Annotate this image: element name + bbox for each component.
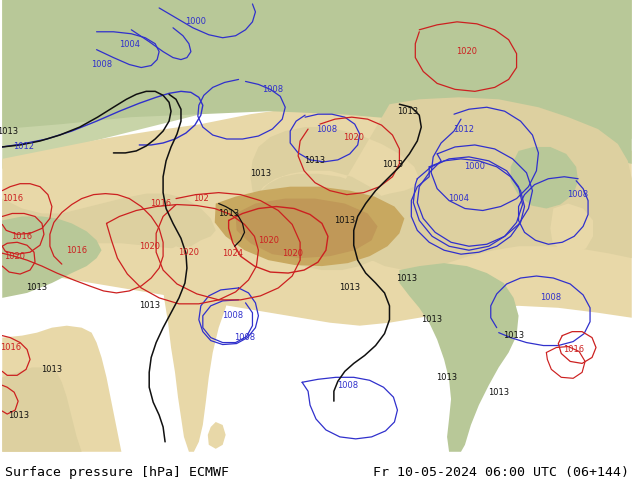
- Text: 1008: 1008: [234, 333, 255, 342]
- Text: 1013: 1013: [334, 216, 356, 225]
- Text: 1008: 1008: [91, 60, 112, 69]
- Text: 1008: 1008: [567, 190, 589, 199]
- Text: 1012: 1012: [453, 124, 474, 134]
- Text: 1013: 1013: [0, 126, 18, 136]
- Text: 1016: 1016: [11, 232, 33, 241]
- Text: 1013: 1013: [41, 365, 63, 374]
- Text: 1000: 1000: [464, 162, 486, 171]
- Text: 1016: 1016: [66, 245, 87, 255]
- Polygon shape: [510, 147, 578, 209]
- Text: 1013: 1013: [27, 283, 48, 293]
- Text: 102: 102: [193, 194, 209, 203]
- Text: 1013: 1013: [420, 315, 442, 324]
- Text: 1016: 1016: [0, 343, 21, 352]
- Text: 1004: 1004: [448, 194, 470, 203]
- Text: 1013: 1013: [503, 331, 524, 340]
- Polygon shape: [399, 263, 519, 452]
- Text: 1008: 1008: [262, 85, 283, 94]
- Polygon shape: [215, 187, 404, 266]
- Polygon shape: [550, 203, 593, 254]
- Polygon shape: [250, 98, 631, 270]
- Text: Surface pressure [hPa] ECMWF: Surface pressure [hPa] ECMWF: [5, 466, 229, 479]
- Polygon shape: [3, 0, 631, 169]
- Text: 1008: 1008: [222, 311, 243, 320]
- Text: 1013: 1013: [437, 373, 458, 382]
- Polygon shape: [236, 198, 378, 258]
- Text: 1013: 1013: [488, 388, 509, 397]
- Text: 1020: 1020: [4, 252, 25, 261]
- Text: 1016: 1016: [2, 194, 23, 203]
- Polygon shape: [3, 368, 82, 452]
- Polygon shape: [3, 104, 631, 326]
- Polygon shape: [3, 129, 216, 258]
- Text: 1013: 1013: [396, 273, 417, 283]
- Text: 1013: 1013: [218, 209, 239, 218]
- Text: 1024: 1024: [222, 249, 243, 258]
- Text: 1013: 1013: [250, 169, 271, 178]
- Text: 1013: 1013: [382, 160, 403, 170]
- Text: 1020: 1020: [258, 236, 279, 245]
- Polygon shape: [3, 326, 121, 452]
- Text: 1004: 1004: [119, 40, 140, 49]
- Text: 1013: 1013: [139, 301, 160, 310]
- Text: 1000: 1000: [185, 17, 206, 26]
- Text: 1012: 1012: [13, 143, 35, 151]
- Text: 1020: 1020: [139, 242, 160, 251]
- Text: 1008: 1008: [540, 294, 561, 302]
- Polygon shape: [3, 124, 101, 298]
- Text: 1008: 1008: [316, 124, 337, 134]
- Text: 1016: 1016: [150, 199, 172, 208]
- Text: 1020: 1020: [178, 248, 200, 257]
- Polygon shape: [3, 0, 631, 164]
- Text: 1020: 1020: [281, 249, 302, 258]
- Text: 1013: 1013: [304, 156, 326, 165]
- Text: 1013: 1013: [397, 107, 418, 116]
- Polygon shape: [161, 246, 233, 452]
- Text: 1016: 1016: [562, 345, 584, 354]
- Polygon shape: [208, 422, 226, 449]
- Text: 1013: 1013: [339, 283, 360, 293]
- Text: 1020: 1020: [456, 47, 477, 56]
- Text: 1013: 1013: [9, 411, 30, 419]
- Text: Fr 10-05-2024 06:00 UTC (06+144): Fr 10-05-2024 06:00 UTC (06+144): [373, 466, 629, 479]
- Text: 1020: 1020: [343, 132, 365, 142]
- Text: 1008: 1008: [337, 381, 358, 390]
